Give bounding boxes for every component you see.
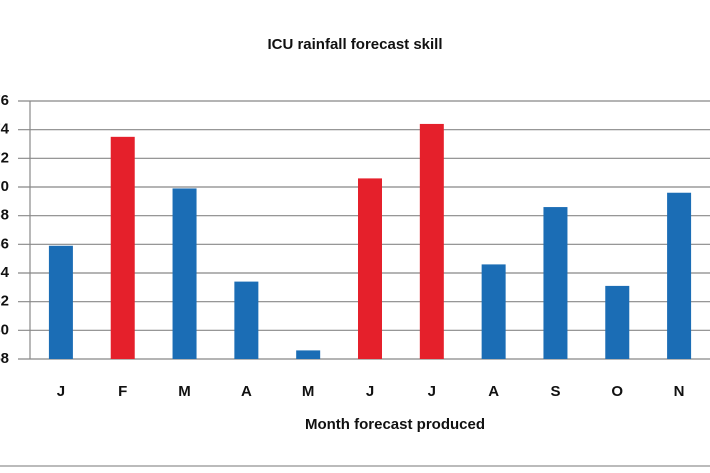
y-tick-label: 76 bbox=[0, 92, 9, 109]
bar bbox=[358, 178, 382, 359]
y-tick-label: 66 bbox=[0, 235, 9, 252]
x-tick-label: J bbox=[366, 383, 374, 400]
y-tick-label: 74 bbox=[0, 121, 10, 138]
bar bbox=[172, 188, 197, 359]
x-tick-label: A bbox=[241, 383, 252, 400]
x-tick-label: N bbox=[674, 383, 685, 400]
y-tick-label: 62 bbox=[0, 293, 9, 310]
x-tick-label: M bbox=[302, 383, 315, 400]
y-tick-label: 68 bbox=[0, 207, 9, 224]
bar bbox=[419, 123, 444, 359]
x-tick-label: M bbox=[178, 383, 191, 400]
y-tick-label: 64 bbox=[0, 264, 10, 281]
bar bbox=[48, 245, 73, 359]
y-tick-label: 70 bbox=[0, 178, 9, 195]
bar bbox=[543, 207, 568, 359]
x-axis-title: Month forecast produced bbox=[305, 416, 485, 433]
y-tick-label: 58 bbox=[0, 350, 9, 367]
chart-title: ICU rainfall forecast skill bbox=[267, 36, 442, 53]
x-tick-label: J bbox=[57, 383, 65, 400]
x-tick-label: J bbox=[428, 383, 436, 400]
bar bbox=[296, 350, 321, 359]
x-tick-label: A bbox=[488, 383, 499, 400]
bar bbox=[667, 192, 692, 359]
x-tick-label: S bbox=[550, 383, 560, 400]
bar bbox=[110, 136, 135, 359]
bar bbox=[481, 264, 506, 359]
x-tick-label: O bbox=[611, 383, 623, 400]
bar bbox=[605, 285, 630, 359]
y-tick-label: 60 bbox=[0, 321, 9, 338]
y-tick-label: 72 bbox=[0, 149, 9, 166]
x-tick-label: F bbox=[118, 383, 127, 400]
bar bbox=[234, 281, 259, 359]
